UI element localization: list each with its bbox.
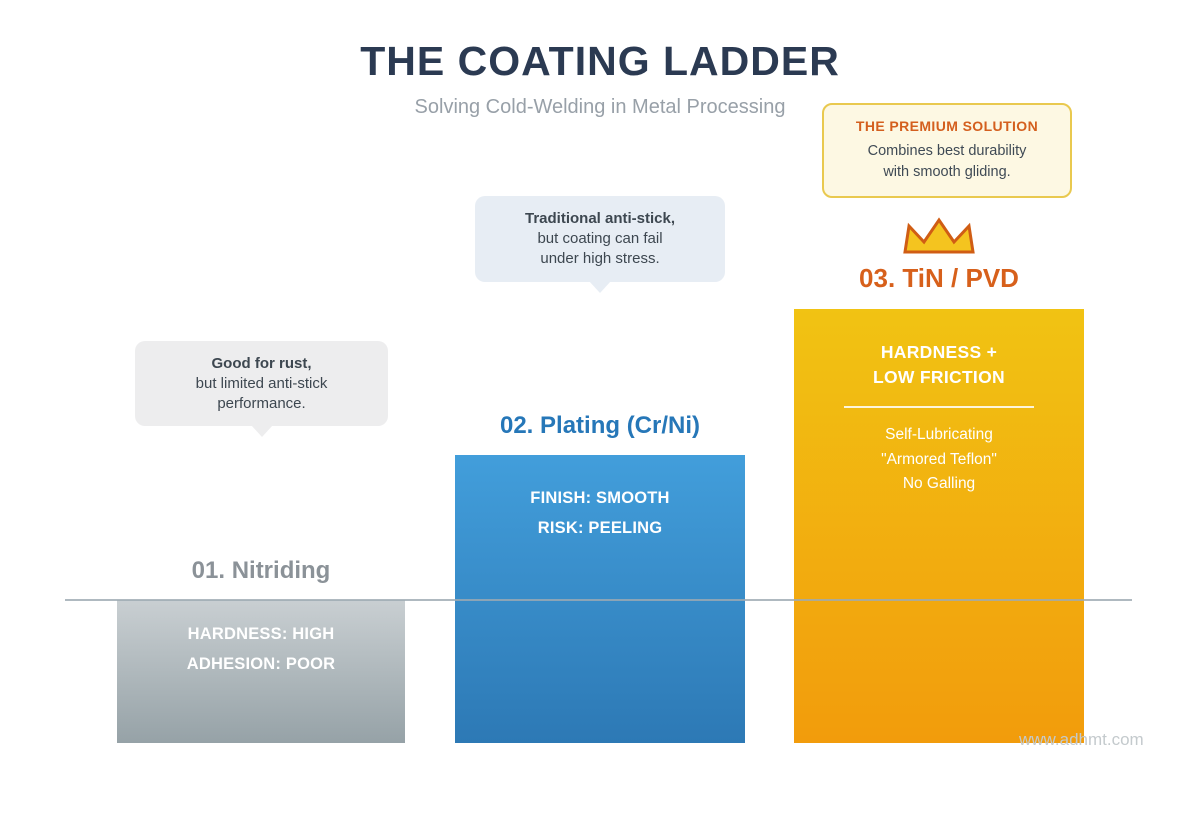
premium-solution-box: THE PREMIUM SOLUTION Combines best durab…: [822, 103, 1072, 198]
tin-headline-line2: LOW FRICTION: [873, 367, 1005, 387]
watermark-url: www.adhmt.com: [1019, 730, 1144, 749]
premium-solution-title: THE PREMIUM SOLUTION: [855, 118, 1039, 134]
plating-fact-finish: FINISH: SMOOTH: [530, 489, 670, 507]
nitriding-callout-bold: Good for rust,: [211, 355, 312, 372]
step-label-nitriding: 01. Nitriding: [191, 557, 331, 584]
tin-detail-self-lubricating: Self-Lubricating: [885, 426, 993, 443]
baseline-rule: [65, 599, 1132, 601]
crown-icon: [903, 217, 975, 254]
crown-icon-wrap: [794, 215, 1084, 259]
tin-headline-line1: HARDNESS +: [880, 342, 998, 362]
tin-divider-rule: [844, 406, 1034, 408]
plating-fact-risk: RISK: PEELING: [537, 519, 663, 537]
bubble-tail: [589, 281, 611, 293]
plating-callout-line3: under high stress.: [540, 250, 660, 267]
step-label-plating: 02. Plating (Cr/Ni): [499, 412, 701, 439]
premium-solution-line1: Combines best durability: [867, 143, 1027, 159]
nitriding-fact-adhesion: ADHESION: POOR: [186, 655, 336, 673]
nitriding-callout-line3: performance.: [217, 395, 306, 412]
step-label-tin-pvd: 03. TiN / PVD: [859, 263, 1019, 293]
plating-callout-bubble: Traditional anti-stick, but coating can …: [475, 196, 725, 293]
nitriding-fact-hardness: HARDNESS: HIGH: [187, 625, 335, 643]
bubble-tail: [250, 425, 273, 437]
nitriding-callout-bubble: Good for rust, but limited anti-stick pe…: [135, 341, 388, 437]
bar-nitriding: HARDNESS: HIGH ADHESION: POOR: [117, 600, 405, 743]
tin-detail-armored-teflon: "Armored Teflon": [881, 450, 997, 468]
tin-detail-no-galling: No Galling: [902, 475, 976, 492]
page-subtitle: Solving Cold-Welding in Metal Processing: [414, 96, 786, 118]
plating-callout-bold: Traditional anti-stick,: [524, 210, 676, 227]
page-title: THE COATING LADDER: [360, 38, 840, 84]
premium-solution-line2: with smooth gliding.: [883, 164, 1011, 180]
bar-tin-pvd: HARDNESS + LOW FRICTION Self-Lubricating…: [794, 309, 1084, 743]
nitriding-callout-line2: but limited anti-stick: [195, 375, 328, 392]
plating-callout-line2: but coating can fail: [537, 230, 663, 247]
